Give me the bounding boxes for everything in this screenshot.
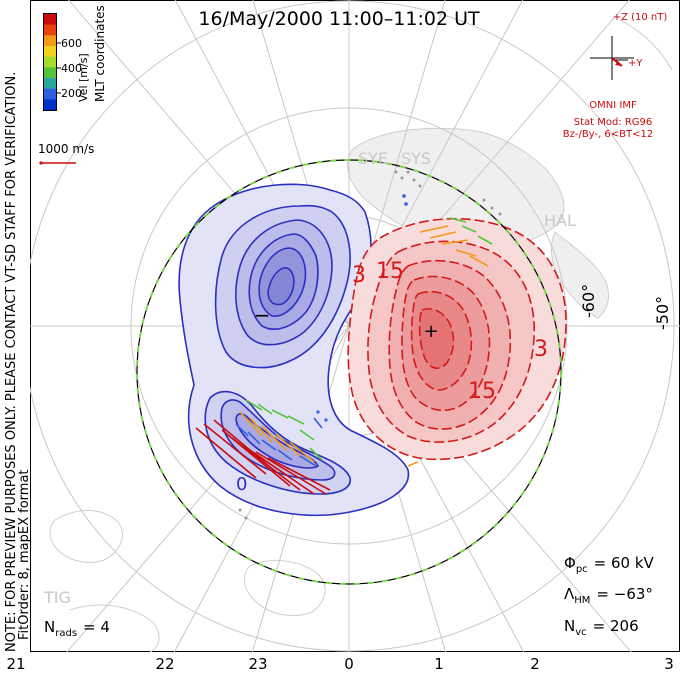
contour-label: 3: [352, 263, 366, 288]
mlt-tick-label: 1: [434, 655, 444, 673]
mlt-tick-label: 3: [664, 655, 674, 673]
contour-label: 3: [534, 337, 548, 362]
map-title: 16/May/2000 11:00–11:02 UT: [198, 8, 480, 30]
coordinate-system-label: MLT coordinates: [93, 5, 107, 102]
hm-latitude: ΛHM = −63°: [564, 585, 653, 606]
colorbar-cell: [44, 14, 56, 26]
colorbar-cell: [44, 99, 56, 111]
imf-y-label: +Y: [628, 58, 643, 69]
colorbar-tick: 200: [61, 87, 82, 100]
fit-statistics: Φpc = 60 kV ΛHM = −63° Nvc = 206 Nrads = 4: [44, 554, 655, 639]
radar-count: Nrads = 4: [44, 618, 110, 639]
vector-count: Nvc = 206: [564, 617, 639, 638]
mlt-tick-label: 22: [155, 655, 174, 673]
hm-boundary: [136, 159, 562, 585]
fit-order-info: FitOrder: 8, mapEX format: [17, 469, 32, 640]
cross-polar-potential: Φpc = 60 kV: [564, 554, 655, 575]
imf-z-label: +Z (10 nT): [613, 12, 668, 23]
contour-label: 15: [468, 379, 496, 404]
mlt-axis: 21 22 23 0 1 2 3: [6, 655, 673, 673]
mlt-tick-label: 23: [248, 655, 267, 673]
potential-extrema: − +: [254, 303, 439, 342]
imf-condition: Bz-/By-, 6<BT<12: [563, 129, 653, 140]
imf-panel: +Z (10 nT) +Y OMNI IMF Stat Mod: RG96 Bz…: [563, 12, 668, 140]
contour-label-negative: 0: [236, 474, 247, 495]
vector-scale: 1000 m/s: [38, 142, 94, 165]
minimum-marker: −: [254, 303, 271, 327]
station-labels: SYE SYS HAL TIG: [43, 149, 576, 607]
colorbar-cell: [44, 78, 56, 90]
colorbar-cell: [44, 46, 56, 58]
colorbar-tick: 400: [61, 62, 82, 75]
colorbar-cell: [44, 67, 56, 79]
station-label: SYS: [401, 149, 431, 168]
imf-source: OMNI IMF: [589, 100, 637, 111]
colorbar-tick: 600: [61, 37, 82, 50]
velocity-vectors: [195, 170, 502, 520]
negative-potential-cell: [178, 183, 410, 517]
positive-potential-cell: [347, 217, 567, 461]
mlt-tick-label: 21: [6, 655, 25, 673]
mlt-tick-label: 0: [344, 655, 354, 673]
colorbar-cell: [44, 24, 56, 36]
lat-label-50: -50°: [653, 296, 672, 330]
station-label: TIG: [43, 588, 71, 607]
contour-labels: 3 15 15 3: [352, 259, 548, 404]
station-label: HAL: [544, 211, 576, 230]
colorbar-cell: [44, 56, 56, 68]
colorbar-label: Vel [m/s]: [77, 53, 90, 102]
colorbar-cell: [44, 88, 56, 100]
velocity-colorbar: 600 400 200 Vel [m/s]: [43, 13, 90, 111]
preview-note: NOTE: FOR PREVIEW PURPOSES ONLY. PLEASE …: [4, 72, 19, 652]
maximum-marker: +: [423, 321, 438, 342]
station-label: SYE: [358, 149, 388, 168]
stat-model: Stat Mod: RG96: [574, 117, 653, 128]
vector-scale-label: 1000 m/s: [38, 142, 94, 156]
colorbar-cell: [44, 35, 56, 47]
lat-label-60: -60°: [579, 284, 598, 318]
contour-label: 15: [376, 259, 404, 284]
mlt-tick-label: 2: [530, 655, 540, 673]
